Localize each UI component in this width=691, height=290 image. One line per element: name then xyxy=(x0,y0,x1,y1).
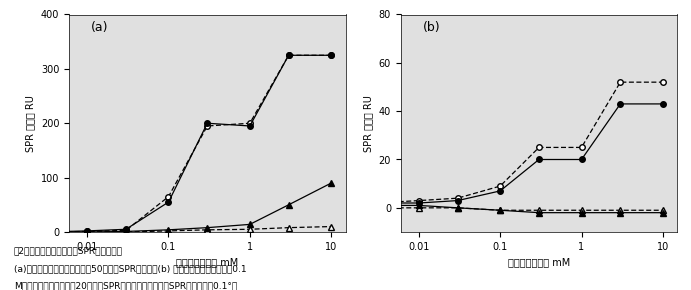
Text: 図2　各カテキンの濃度とSPR応答の関係: 図2 各カテキンの濃度とSPR応答の関係 xyxy=(14,246,123,255)
Text: (b): (b) xyxy=(423,21,441,34)
Text: (a): (a) xyxy=(91,21,108,34)
Y-axis label: SPR 応答／ RU: SPR 応答／ RU xyxy=(26,95,35,152)
Text: (a)カテキン水溶液の流入開始50秒後のSPRデータ、(b) カテキン水溶液に続き、0.1: (a)カテキン水溶液の流入開始50秒後のSPRデータ、(b) カテキン水溶液に続… xyxy=(14,264,247,273)
Text: Mリン酸緩衝液流入開始20秒後のSPRデータ．縦軸の値はSPRシグナルの0.1°の: Mリン酸緩衝液流入開始20秒後のSPRデータ．縦軸の値はSPRシグナルの0.1°… xyxy=(14,281,237,290)
X-axis label: カテキン濃度／ mM: カテキン濃度／ mM xyxy=(508,257,570,267)
Y-axis label: SPR 応答／ RU: SPR 応答／ RU xyxy=(363,95,373,152)
X-axis label: カテキン濃度／ mM: カテキン濃度／ mM xyxy=(176,257,238,267)
